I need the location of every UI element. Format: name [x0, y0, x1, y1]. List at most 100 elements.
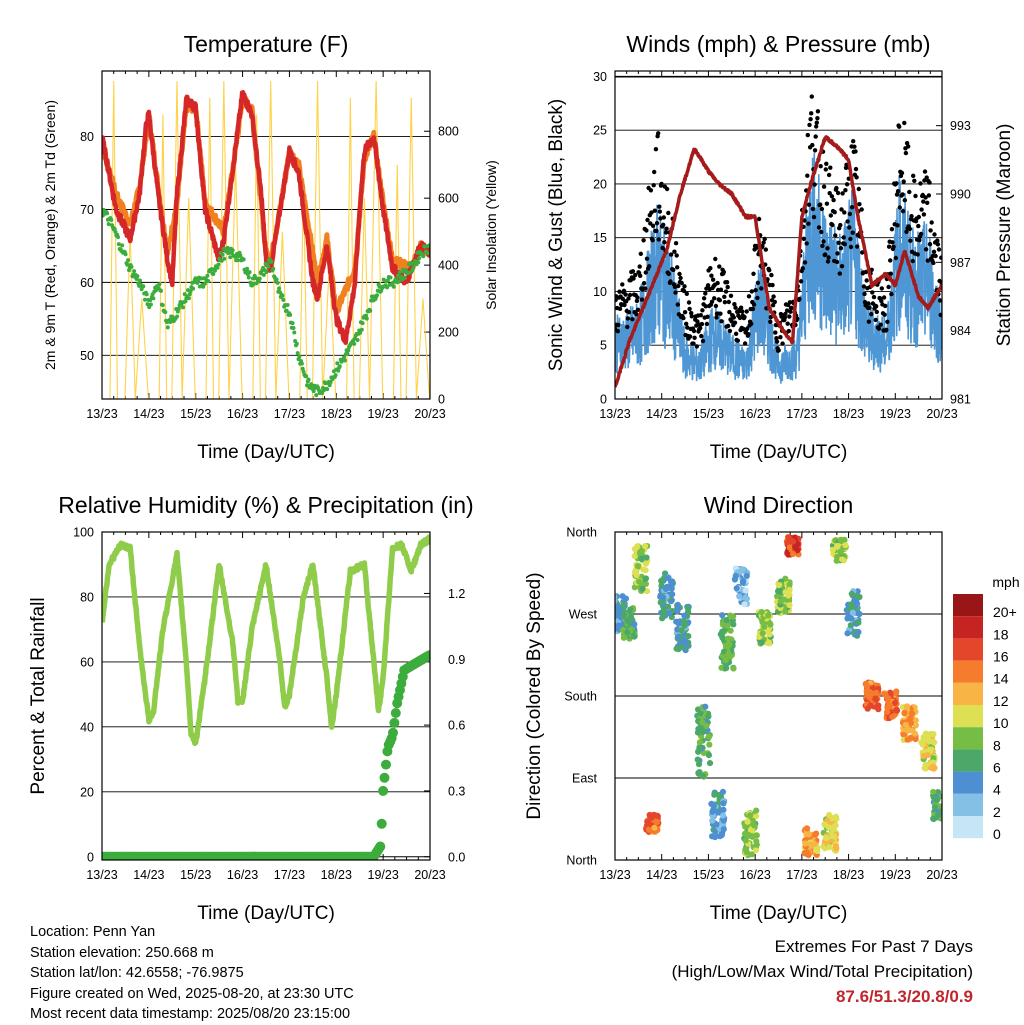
direction-point	[782, 608, 789, 615]
gust-point	[652, 208, 657, 213]
gust-point	[773, 330, 778, 335]
gust-point	[826, 172, 832, 178]
gust-point	[616, 322, 621, 328]
gust-point	[762, 236, 767, 242]
y-tick-label: 40	[80, 720, 94, 734]
legend-swatch	[953, 705, 983, 728]
gust-point	[804, 241, 809, 246]
direction-point	[615, 593, 618, 600]
legend-swatch	[953, 816, 983, 839]
direction-point	[703, 723, 710, 730]
direction-point	[848, 615, 855, 622]
gust-point	[740, 309, 745, 314]
dewpoint-point	[280, 293, 285, 298]
direction-point	[631, 545, 639, 553]
gust-point	[825, 259, 831, 264]
legend-label: 2	[993, 804, 1001, 820]
dewpoint-point	[129, 264, 134, 269]
series-2m-temperature	[102, 89, 430, 345]
gust-point	[656, 237, 661, 242]
gust-point	[722, 300, 728, 305]
legend-swatch	[953, 793, 983, 816]
direction-point	[730, 665, 737, 672]
gust-point	[907, 226, 913, 232]
x-tick-label: 20/23	[926, 407, 957, 421]
x-tick-label: 15/23	[693, 868, 724, 882]
gust-point	[825, 246, 830, 251]
gust-point	[879, 298, 884, 304]
gust-point	[850, 230, 855, 235]
y2-tick-label: 0	[438, 393, 445, 407]
direction-point	[621, 611, 628, 619]
gust-point	[751, 302, 757, 307]
direction-point	[664, 603, 672, 610]
dewpoint-point	[337, 364, 342, 369]
gust-point	[906, 144, 911, 149]
gust-point	[661, 215, 666, 220]
direction-point	[932, 796, 940, 804]
direction-point	[713, 821, 720, 828]
gust-point	[742, 341, 748, 346]
gust-point	[811, 214, 817, 220]
gust-point	[625, 324, 630, 330]
x-tick-label: 17/23	[786, 407, 817, 421]
gust-point	[899, 170, 905, 176]
y-tick-label: 60	[80, 655, 94, 669]
gust-point	[828, 165, 833, 170]
gust-point	[724, 280, 730, 285]
gust-point	[913, 193, 918, 199]
direction-point	[631, 621, 638, 628]
dewpoint-point	[138, 278, 142, 283]
dewpoint-point	[183, 299, 188, 304]
dewpoint-point	[261, 272, 266, 277]
direction-point	[830, 833, 838, 840]
direction-point	[660, 594, 667, 601]
gust-point	[806, 202, 812, 207]
direction-point	[642, 560, 650, 567]
x-tick-label: 14/23	[646, 868, 677, 882]
legend-swatch	[953, 660, 983, 683]
direction-point	[759, 618, 766, 626]
gust-point	[818, 164, 823, 169]
dewpoint-point	[151, 296, 156, 301]
dewpoint-point	[245, 266, 250, 271]
gust-point	[749, 321, 754, 326]
gust-point	[732, 302, 737, 307]
y-tick-label: South	[564, 690, 597, 704]
dewpoint-point	[157, 282, 162, 287]
direction-point	[826, 844, 833, 851]
direction-point	[837, 548, 844, 555]
direction-point	[893, 707, 901, 714]
dewpoint-point	[257, 276, 262, 281]
direction-point	[829, 546, 837, 554]
direction-point	[900, 731, 907, 738]
gust-point	[831, 197, 836, 203]
direction-point	[711, 834, 719, 841]
direction-point	[752, 847, 760, 854]
direction-point	[695, 761, 703, 768]
direction-point	[911, 730, 919, 737]
y2-tick-label: 200	[438, 326, 459, 340]
gust-point	[704, 321, 710, 327]
gust-point	[785, 321, 790, 326]
gust-point	[786, 328, 791, 334]
gust-point	[772, 299, 777, 305]
gust-point	[918, 231, 924, 237]
direction-point	[753, 807, 760, 814]
gust-point	[884, 327, 889, 332]
gust-point	[848, 236, 853, 242]
y-tick-label: 0	[87, 850, 94, 864]
dewpoint-point	[175, 309, 180, 314]
gust-point	[845, 219, 850, 224]
direction-point	[930, 731, 937, 738]
gust-point	[686, 300, 692, 305]
gust-point	[871, 294, 877, 300]
gust-point	[820, 243, 825, 248]
y2-tick-label: 0.3	[448, 784, 465, 798]
y2-tick-label: 600	[438, 192, 459, 206]
direction-point	[637, 549, 644, 556]
direction-point	[747, 827, 754, 834]
direction-point	[893, 688, 900, 695]
x-tick-label: 19/23	[880, 868, 911, 882]
x-tick-label: 20/23	[926, 868, 957, 882]
